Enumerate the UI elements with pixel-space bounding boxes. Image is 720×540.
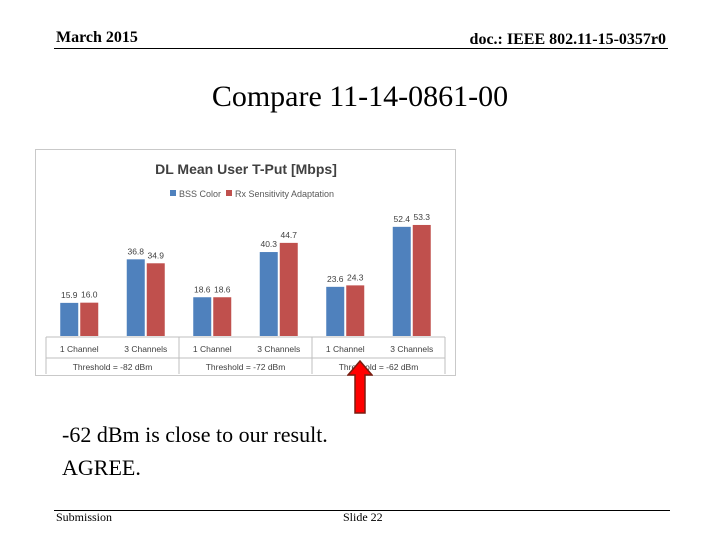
bar-data-label: 18.6 bbox=[214, 284, 231, 294]
bar-data-label: 53.3 bbox=[413, 212, 430, 222]
legend-swatch-bss bbox=[170, 190, 176, 196]
bar-data-label: 15.9 bbox=[61, 290, 78, 300]
x-tick-label: 1 Channel bbox=[326, 344, 365, 354]
bar-bss-color bbox=[259, 252, 278, 336]
bar-data-label: 36.8 bbox=[127, 246, 144, 256]
footer-slide-number: Slide 22 bbox=[343, 510, 383, 524]
group-label: Threshold = -62 dBm bbox=[339, 362, 419, 372]
bar-data-label: 34.9 bbox=[147, 250, 164, 260]
body-text-line-2: AGREE. bbox=[62, 455, 141, 480]
bar-data-label: 52.4 bbox=[393, 214, 410, 224]
x-tick-label: 3 Channels bbox=[124, 344, 167, 354]
bar-rx-sensitivity bbox=[80, 302, 99, 336]
group-label: Threshold = -72 dBm bbox=[206, 362, 286, 372]
bar-data-label: 23.6 bbox=[327, 274, 344, 284]
bar-rx-sensitivity bbox=[279, 242, 298, 336]
legend-swatch-rx bbox=[226, 190, 232, 196]
footer-submission: Submission bbox=[56, 510, 113, 524]
x-tick-label: 1 Channel bbox=[193, 344, 232, 354]
x-tick-label: 3 Channels bbox=[257, 344, 300, 354]
bar-bss-color bbox=[392, 226, 411, 336]
header-date: March 2015 bbox=[56, 29, 138, 46]
bar-chart: DL Mean User T-Put [Mbps] BSS Color Rx S… bbox=[45, 161, 446, 374]
header-doc-id: doc.: IEEE 802.11-15-0357r0 bbox=[469, 31, 666, 48]
body-text-line-1: -62 dBm is close to our result. bbox=[62, 422, 328, 447]
bar-rx-sensitivity bbox=[412, 224, 431, 336]
bar-data-label: 24.3 bbox=[347, 272, 364, 282]
bar-data-label: 16.0 bbox=[81, 290, 98, 300]
x-tick-label: 3 Channels bbox=[390, 344, 433, 354]
bar-bss-color bbox=[326, 286, 345, 336]
bar-data-label: 40.3 bbox=[260, 239, 277, 249]
chart-axis: 1 Channel 3 Channels 1 Channel 3 Channels 1 … bbox=[45, 336, 446, 374]
bar-bss-color bbox=[60, 302, 79, 336]
bar-bss-color bbox=[193, 297, 212, 336]
up-arrow-icon bbox=[347, 360, 373, 414]
chart-bars: 15.9 16.0 36.8 34.9 18.6 18.6 40.344.7 23.6 24.3… bbox=[60, 212, 431, 336]
chart-frame: DL Mean User T-Put [Mbps] BSS Color Rx S… bbox=[35, 149, 456, 376]
chart-legend: BSS Color Rx Sensitivity Adaptation bbox=[170, 189, 334, 199]
footer-divider bbox=[54, 510, 670, 511]
group-label: Threshold = -82 dBm bbox=[73, 362, 153, 372]
legend-label-bss: BSS Color bbox=[179, 189, 221, 199]
legend-label-rx: Rx Sensitivity Adaptation bbox=[235, 189, 334, 199]
chart-title: DL Mean User T-Put [Mbps] bbox=[155, 161, 337, 177]
bar-bss-color bbox=[126, 259, 145, 336]
bar-rx-sensitivity bbox=[146, 263, 165, 336]
slide-title: Compare 11-14-0861-00 bbox=[211, 80, 509, 113]
bar-data-label: 44.7 bbox=[280, 230, 297, 240]
bar-rx-sensitivity bbox=[346, 285, 365, 336]
x-tick-label: 1 Channel bbox=[60, 344, 99, 354]
bar-data-label: 18.6 bbox=[194, 284, 211, 294]
header-divider bbox=[54, 48, 668, 49]
bar-rx-sensitivity bbox=[213, 297, 232, 336]
